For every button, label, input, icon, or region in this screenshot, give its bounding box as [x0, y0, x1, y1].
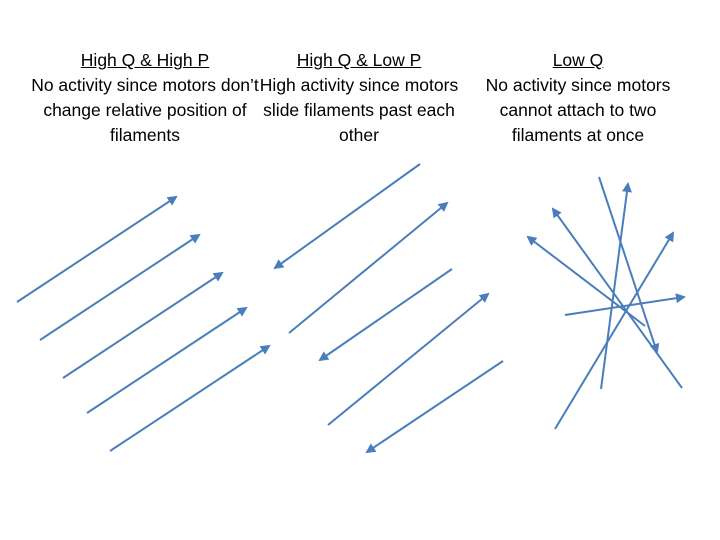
- panel-high-q-high-p: High Q & High P No activity since motors…: [30, 48, 260, 148]
- filament-arrow: [526, 235, 646, 327]
- filament-arrow: [109, 344, 271, 452]
- filament-group-high-q-high-p: [16, 195, 271, 452]
- panel-heading: Low Q: [552, 50, 604, 70]
- panel-description: High activity since motors slide filamen…: [259, 75, 459, 145]
- filament-arrow: [86, 306, 248, 414]
- filament-arrow: [318, 268, 453, 362]
- filament-arrow: [554, 231, 675, 430]
- filament-arrow: [365, 360, 504, 454]
- panel-low-q: Low Q No activity since motors cannot at…: [463, 48, 693, 148]
- filament-arrow: [327, 292, 490, 426]
- filament-group-low-q: [526, 176, 686, 430]
- panel-description: No activity since motors don’t change re…: [31, 75, 259, 145]
- panel-description: No activity since motors cannot attach t…: [485, 75, 671, 145]
- filament-group-high-q-low-p: [273, 163, 504, 454]
- filament-arrow: [16, 195, 178, 303]
- filament-arrow: [551, 207, 683, 389]
- filament-arrow: [288, 201, 449, 334]
- panel-high-q-low-p: High Q & Low P High activity since motor…: [244, 48, 474, 148]
- filament-arrow: [39, 233, 201, 341]
- panel-heading: High Q & High P: [80, 50, 210, 70]
- filament-arrow: [564, 293, 686, 316]
- panel-heading: High Q & Low P: [296, 50, 422, 70]
- filament-arrow: [62, 271, 224, 379]
- filament-arrow: [598, 176, 660, 354]
- filament-arrow: [273, 163, 421, 270]
- filament-arrow: [600, 182, 632, 390]
